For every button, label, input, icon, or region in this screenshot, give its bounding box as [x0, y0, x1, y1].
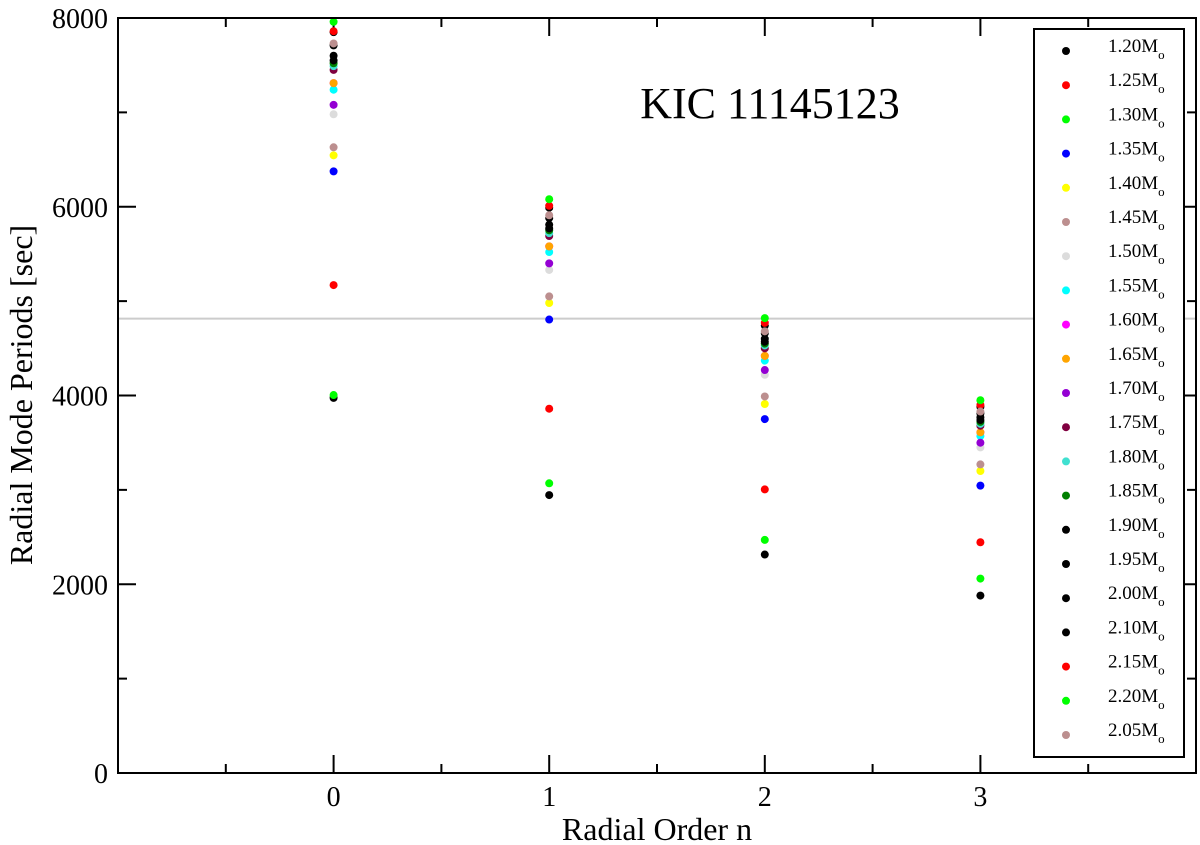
legend-marker [1062, 662, 1070, 671]
data-point [760, 415, 769, 424]
data-point [329, 17, 338, 26]
data-point [545, 195, 554, 204]
data-point [976, 428, 985, 437]
y-tick-label: 0 [94, 759, 108, 790]
data-point [760, 535, 769, 544]
data-point [976, 591, 985, 600]
legend-marker [1062, 628, 1070, 637]
data-point [329, 391, 338, 400]
data-point [545, 265, 554, 274]
data-point [545, 259, 554, 268]
legend-marker [1062, 320, 1070, 329]
legend-marker [1062, 457, 1070, 466]
data-point [545, 220, 554, 229]
y-tick-label: 4000 [52, 382, 108, 413]
data-point [545, 292, 554, 301]
legend-marker [1062, 252, 1070, 261]
data-point [976, 574, 985, 583]
legend-marker [1062, 47, 1070, 55]
data-point [760, 366, 769, 375]
legend-marker [1062, 594, 1070, 603]
data-point [976, 407, 985, 416]
legend-marker [1062, 696, 1070, 705]
data-points [329, 17, 985, 600]
x-axis-label: Radial Order n [562, 811, 752, 845]
legend: 1.20Mo1.25Mo1.30Mo1.35Mo1.40Mo1.45Mo1.50… [1033, 28, 1185, 758]
data-point [329, 27, 338, 36]
data-point [760, 351, 769, 360]
data-point [329, 79, 338, 88]
x-tick-label: 2 [758, 782, 772, 813]
y-tick-label: 2000 [52, 570, 108, 601]
data-point [329, 110, 338, 119]
legend-marker [1062, 525, 1070, 534]
data-point [329, 281, 338, 290]
data-point [976, 396, 985, 405]
legend-marker [1062, 731, 1070, 739]
data-point [329, 85, 338, 94]
legend-marker [1062, 218, 1070, 226]
data-point [760, 399, 769, 408]
data-point [976, 438, 985, 447]
data-point [329, 143, 338, 152]
data-point [545, 315, 554, 324]
data-point [760, 485, 769, 494]
data-point [545, 299, 554, 308]
legend-marker [1062, 389, 1070, 397]
y-tick-label: 8000 [52, 4, 108, 35]
legend-marker [1062, 354, 1070, 363]
data-point [760, 314, 769, 323]
legend-marker [1062, 491, 1070, 500]
legend-marker [1062, 149, 1070, 158]
data-point [545, 242, 554, 251]
legend-marker [1062, 560, 1070, 568]
axis-ticks: 0 1 2 3 0 2000 4000 6000 8000 [52, 4, 1196, 813]
data-point [545, 479, 554, 488]
y-axis-label: Radial Mode Periods [sec] [3, 225, 39, 565]
data-point [760, 327, 769, 336]
data-point [545, 491, 554, 500]
data-point [545, 211, 554, 220]
data-point [976, 481, 985, 490]
x-tick-label: 1 [542, 782, 556, 813]
data-point [760, 334, 769, 343]
plot-background [118, 18, 1196, 773]
legend-marker [1062, 183, 1070, 192]
plot-frame [117, 17, 1197, 774]
data-point [976, 467, 985, 475]
data-point [760, 550, 769, 559]
data-point [976, 538, 985, 547]
data-point [329, 51, 338, 60]
data-point [329, 151, 338, 160]
data-point [329, 39, 338, 48]
legend-marker [1062, 81, 1070, 90]
data-point [545, 248, 554, 257]
chart-annotation: KIC 11145123 [640, 79, 900, 128]
legend-box [1033, 28, 1185, 758]
data-point [760, 392, 769, 401]
x-tick-label: 3 [973, 782, 987, 813]
y-tick-label: 6000 [52, 193, 108, 224]
data-point [545, 201, 554, 210]
legend-marker [1062, 115, 1070, 124]
data-point [329, 100, 338, 109]
legend-marker [1062, 423, 1070, 432]
data-point [329, 167, 338, 176]
data-point [976, 460, 985, 469]
data-point [545, 404, 554, 413]
x-tick-label: 0 [327, 782, 341, 813]
legend-marker [1062, 286, 1070, 295]
